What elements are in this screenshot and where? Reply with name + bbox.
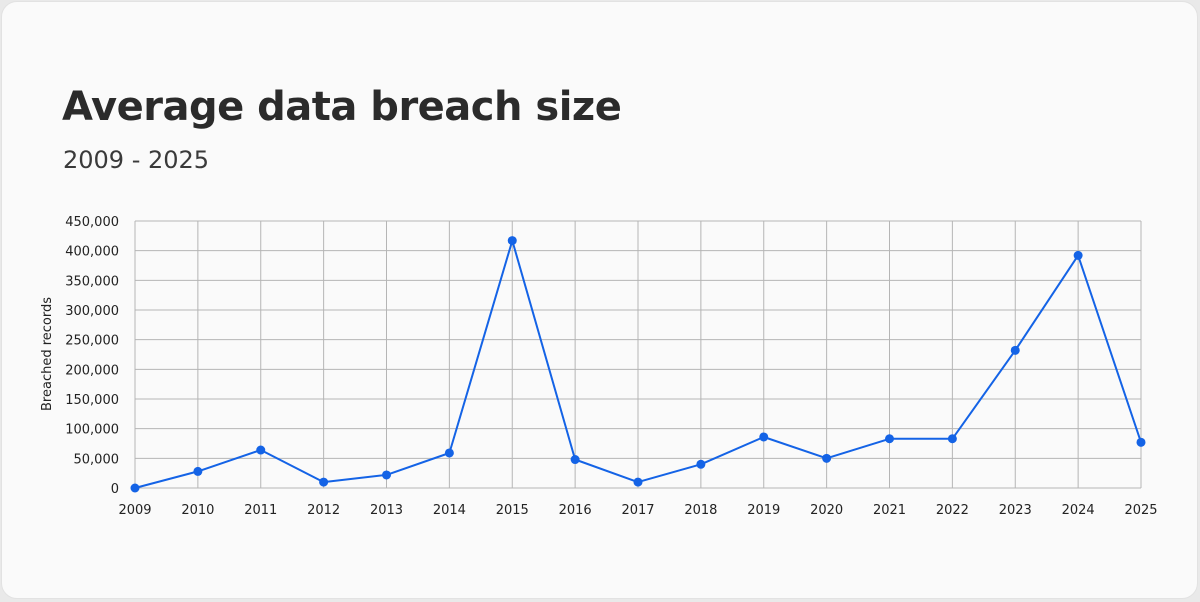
x-tick-label: 2010 — [181, 503, 214, 518]
data-point — [1073, 250, 1083, 260]
x-tick-label: 2023 — [999, 503, 1032, 518]
data-point — [507, 236, 517, 246]
y-tick-label: 0 — [111, 482, 119, 497]
y-tick-label: 350,000 — [65, 274, 119, 289]
data-point — [822, 453, 832, 463]
data-point — [947, 434, 957, 444]
x-tick-label: 2015 — [496, 503, 529, 518]
data-point — [1010, 345, 1020, 355]
y-tick-label: 250,000 — [65, 334, 119, 349]
x-tick-label: 2025 — [1124, 503, 1157, 518]
data-point — [444, 448, 454, 458]
y-tick-label: 50,000 — [74, 452, 120, 467]
data-point — [130, 483, 140, 493]
y-tick-label: 100,000 — [65, 423, 119, 438]
chart-subtitle: 2009 - 2025 — [63, 146, 210, 174]
grid — [134, 220, 1142, 489]
data-point — [1136, 437, 1146, 447]
chart-title: Average data breach size — [62, 84, 622, 130]
axes: 0 50,000 100,000 150,000 200,000 250,000 300,0… — [65, 215, 1157, 518]
x-tick-label: 2013 — [370, 503, 403, 518]
x-tick-label: 2012 — [307, 503, 340, 518]
x-tick-label: 2024 — [1062, 503, 1095, 518]
y-axis-label: Breached records — [40, 297, 55, 411]
x-tick-label: 2019 — [747, 503, 780, 518]
y-tick-label: 150,000 — [65, 393, 119, 408]
data-point — [759, 432, 769, 442]
data-point — [382, 470, 391, 480]
y-tick-label: 450,000 — [65, 215, 119, 230]
data-point — [193, 466, 203, 476]
x-tick-label: 2020 — [810, 503, 843, 518]
data-point — [696, 459, 706, 469]
y-tick-label: 400,000 — [65, 245, 119, 260]
x-tick-label: 2022 — [936, 503, 969, 518]
series — [130, 236, 1146, 493]
x-tick-label: 2017 — [621, 503, 654, 518]
x-tick-label: 2018 — [684, 503, 717, 518]
x-tick-label: 2011 — [244, 503, 277, 518]
x-tick-label: 2021 — [873, 503, 906, 518]
data-point — [319, 477, 329, 487]
x-tick-label: 2014 — [433, 503, 466, 518]
x-tick-label: 2016 — [559, 503, 592, 518]
y-tick-label: 200,000 — [65, 363, 119, 378]
data-point — [570, 455, 580, 465]
data-point — [633, 477, 643, 487]
x-tick-label: 2009 — [118, 503, 151, 518]
data-point — [256, 445, 266, 455]
y-tick-label: 300,000 — [65, 304, 119, 319]
data-point — [885, 434, 894, 444]
